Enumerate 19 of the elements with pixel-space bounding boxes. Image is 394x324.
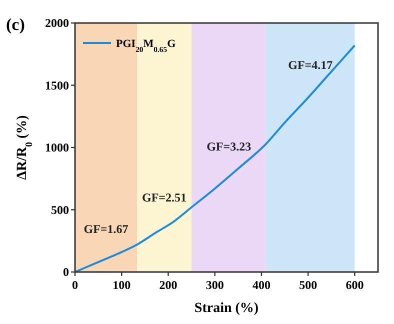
- x-tick-label: 400: [252, 278, 270, 292]
- x-tick-label: 0: [72, 278, 78, 292]
- band-label: GF=1.67: [84, 222, 128, 236]
- x-tick-label: 200: [159, 278, 178, 292]
- y-tick-label: 0: [63, 265, 69, 279]
- text: (c): [6, 15, 25, 34]
- y-tick-label: 1500: [45, 78, 69, 92]
- band-label: GF=3.23: [206, 140, 252, 154]
- legend-label: PGI$_{20}$M$_{0.65}$G: [116, 38, 176, 54]
- x-tick-label: 100: [112, 278, 131, 292]
- x-axis-title: Strain (%): [194, 301, 259, 316]
- band-label: GF=4.17: [288, 58, 333, 72]
- x-tick-label: 600: [346, 278, 364, 292]
- y-tick-label: 2000: [45, 16, 69, 30]
- x-tick-label: 500: [299, 278, 318, 292]
- y-tick-label: 1000: [45, 140, 69, 154]
- y-tick-label: 500: [51, 202, 69, 217]
- band-label: GF=2.51: [142, 190, 187, 204]
- x-tick-label: 300: [206, 278, 224, 292]
